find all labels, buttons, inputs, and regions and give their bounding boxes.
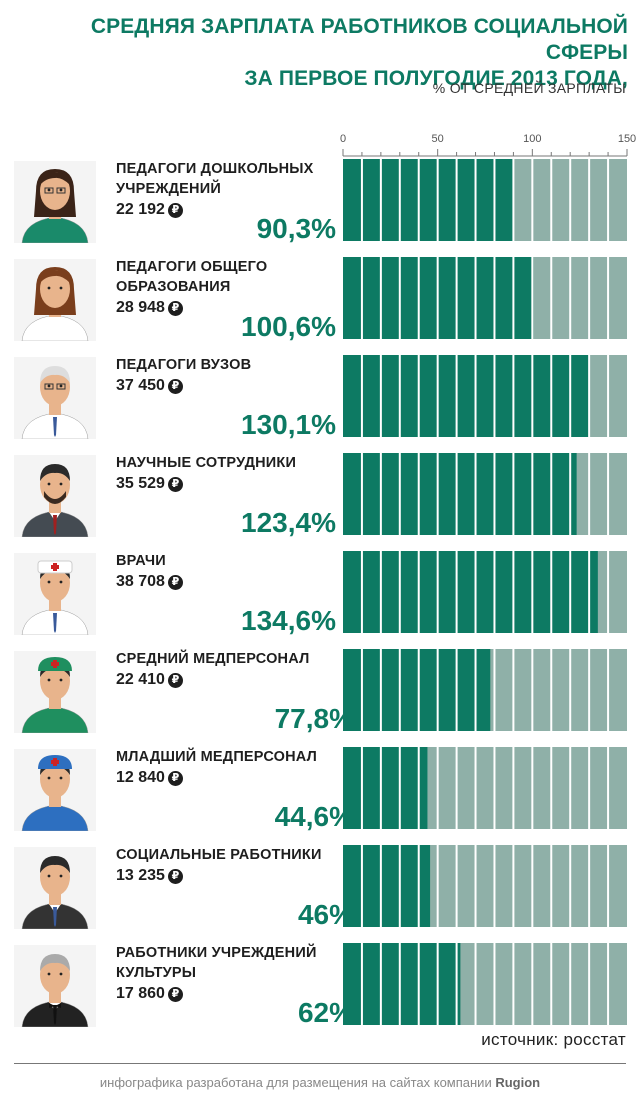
bar-track bbox=[343, 845, 627, 927]
x-tick-label: 100 bbox=[523, 133, 542, 145]
category-label: НАУЧНЫЕ СОТРУДНИКИ bbox=[116, 455, 297, 471]
doctor-icon bbox=[14, 553, 96, 635]
source-label: источник: росстат bbox=[481, 1030, 626, 1049]
ruble-icon: ₽ bbox=[167, 203, 183, 218]
category-label: ПЕДАГОГИ ВУЗОВ bbox=[116, 357, 252, 373]
category-row: НАУЧНЫЕ СОТРУДНИКИ 35 529 ₽123,4% bbox=[0, 451, 640, 549]
title-line-1: СРЕДНЯЯ ЗАРПЛАТА РАБОТНИКОВ СОЦИАЛЬНОЙ С… bbox=[90, 15, 628, 64]
value-label: 77,8% bbox=[274, 703, 354, 734]
salary-amount: 22 192 bbox=[116, 201, 165, 218]
ruble-icon: ₽ bbox=[167, 869, 183, 884]
salary-amount: 13 235 bbox=[116, 867, 165, 884]
category-row: СОЦИАЛЬНЫЕ РАБОТНИКИ 13 235 ₽46% bbox=[0, 843, 640, 941]
ruble-icon: ₽ bbox=[167, 987, 183, 1002]
salary-value: 12 840 ₽ bbox=[116, 769, 183, 787]
nurse-icon bbox=[14, 651, 96, 733]
footer-divider bbox=[14, 1063, 626, 1064]
bar-track bbox=[343, 551, 627, 633]
salary-value: 17 860 ₽ bbox=[116, 985, 183, 1003]
x-tick-label: 50 bbox=[431, 133, 444, 145]
bar bbox=[343, 551, 598, 633]
bar-track bbox=[343, 355, 627, 437]
salary-amount: 35 529 bbox=[116, 475, 165, 492]
chart-subtitle: % ОТ СРЕДНЕЙ ЗАРПЛАТЫ bbox=[432, 80, 626, 96]
category-row: ПЕДАГОГИ ВУЗОВ 37 450 ₽130,1% bbox=[0, 353, 640, 451]
salary-amount: 17 860 bbox=[116, 985, 165, 1002]
female-teacher-icon bbox=[14, 161, 96, 243]
bar bbox=[343, 747, 428, 829]
title-line-2: ЗА ПЕРВОЕ ПОЛУГОДИЕ 2013 ГОДА, bbox=[244, 67, 628, 90]
value-label: 134,6% bbox=[241, 605, 336, 636]
salary-value: 38 708 ₽ bbox=[116, 573, 183, 591]
salary-value: 13 235 ₽ bbox=[116, 867, 183, 885]
credit-brand: Rugion bbox=[495, 1075, 541, 1090]
bar-track bbox=[343, 943, 627, 1025]
culture-worker-icon bbox=[14, 945, 96, 1027]
category-row: ПЕДАГОГИ ДОШКОЛЬНЫХ УЧРЕЖДЕНИЙ 22 192 ₽90,… bbox=[0, 157, 640, 255]
credit-text: инфографика разработана для размещения н… bbox=[99, 1075, 492, 1090]
category-row: ПЕДАГОГИ ОБЩЕГО ОБРАЗОВАНИЯ 28 948 ₽100,6% bbox=[0, 255, 640, 353]
bar-track bbox=[343, 649, 627, 731]
ruble-icon: ₽ bbox=[167, 771, 183, 786]
orderly-icon bbox=[14, 749, 96, 831]
bar bbox=[343, 355, 590, 437]
scientist-icon bbox=[14, 455, 96, 537]
value-label: 130,1% bbox=[241, 409, 336, 440]
category-label: СРЕДНИЙ МЕДПЕРСОНАЛ bbox=[116, 651, 310, 667]
salary-value: 22 410 ₽ bbox=[116, 671, 183, 689]
salary-amount: 22 410 bbox=[116, 671, 165, 688]
salary-amount: 12 840 bbox=[116, 769, 165, 786]
category-row: МЛАДШИЙ МЕДПЕРСОНАЛ 12 840 ₽44,6% bbox=[0, 745, 640, 843]
category-label: МЛАДШИЙ МЕДПЕРСОНАЛ bbox=[116, 749, 318, 765]
value-label: 100,6% bbox=[241, 311, 336, 342]
salary-amount: 28 948 bbox=[116, 299, 165, 316]
category-row: СРЕДНИЙ МЕДПЕРСОНАЛ 22 410 ₽77,8% bbox=[0, 647, 640, 745]
ruble-icon: ₽ bbox=[167, 379, 183, 394]
bar bbox=[343, 649, 491, 731]
bar bbox=[343, 159, 514, 241]
bar-track bbox=[343, 159, 627, 241]
salary-value: 37 450 ₽ bbox=[116, 377, 183, 395]
bar-track bbox=[343, 257, 627, 339]
salary-value: 22 192 ₽ bbox=[116, 201, 183, 219]
category-label: ПЕДАГОГИ ОБЩЕГО ОБРАЗОВАНИЯ bbox=[116, 259, 268, 295]
category-label: ВРАЧИ bbox=[116, 553, 166, 569]
chart-title: СРЕДНЯЯ ЗАРПЛАТА РАБОТНИКОВ СОЦИАЛЬНОЙ С… bbox=[8, 14, 628, 92]
salary-value: 35 529 ₽ bbox=[116, 475, 183, 493]
female-school-teacher-icon bbox=[14, 259, 96, 341]
salary-amount: 37 450 bbox=[116, 377, 165, 394]
x-axis-ticks bbox=[342, 149, 628, 157]
ruble-icon: ₽ bbox=[167, 477, 183, 492]
footer-credit: инфографика разработана для размещения н… bbox=[0, 1075, 640, 1090]
value-label: 90,3% bbox=[256, 213, 336, 244]
category-row: ВРАЧИ 38 708 ₽134,6% bbox=[0, 549, 640, 647]
category-label: СОЦИАЛЬНЫЕ РАБОТНИКИ bbox=[116, 847, 322, 863]
value-label: 44,6% bbox=[274, 801, 354, 832]
bar bbox=[343, 943, 461, 1025]
bar-track bbox=[343, 747, 627, 829]
ruble-icon: ₽ bbox=[167, 575, 183, 590]
social-worker-icon bbox=[14, 847, 96, 929]
x-tick-label: 0 bbox=[339, 133, 347, 145]
salary-value: 28 948 ₽ bbox=[116, 299, 183, 317]
value-label: 123,4% bbox=[241, 507, 336, 538]
salary-amount: 38 708 bbox=[116, 573, 165, 590]
ruble-icon: ₽ bbox=[167, 301, 183, 316]
professor-icon bbox=[14, 357, 96, 439]
ruble-icon: ₽ bbox=[167, 673, 183, 688]
category-label: РАБОТНИКИ УЧРЕЖДЕНИЙ КУЛЬТУРЫ bbox=[116, 945, 317, 981]
x-tick-label: 150 bbox=[617, 133, 637, 145]
bar bbox=[343, 453, 577, 535]
bar bbox=[343, 845, 431, 927]
bar-track bbox=[343, 453, 627, 535]
category-label: ПЕДАГОГИ ДОШКОЛЬНЫХ УЧРЕЖДЕНИЙ bbox=[116, 161, 314, 197]
category-row: РАБОТНИКИ УЧРЕЖДЕНИЙ КУЛЬТУРЫ 17 860 ₽62% bbox=[0, 941, 640, 1039]
